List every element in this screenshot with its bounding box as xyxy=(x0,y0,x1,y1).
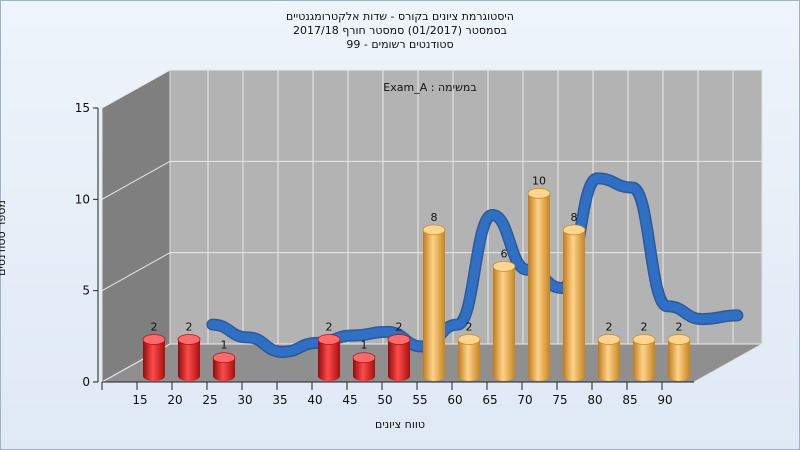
bar-body xyxy=(213,357,235,381)
bar-top xyxy=(212,352,236,364)
bar-body xyxy=(143,339,165,381)
bar-45 xyxy=(352,352,376,381)
trend-curve xyxy=(207,173,742,357)
bar-20 xyxy=(177,334,201,381)
x-tick-label: 60 xyxy=(447,393,462,407)
bar-top xyxy=(142,334,166,345)
bar-top xyxy=(632,334,656,345)
bar-body xyxy=(423,229,445,381)
bar-value-label: 2 xyxy=(396,320,403,333)
x-tick-label: 75 xyxy=(552,393,567,407)
bar-body xyxy=(633,339,655,381)
bar-40 xyxy=(317,334,341,381)
bar-value-label: 10 xyxy=(532,174,546,187)
bar-body xyxy=(563,229,585,381)
x-tick-label: 85 xyxy=(622,393,637,407)
x-tick-label: 15 xyxy=(132,393,147,407)
bar-60 xyxy=(457,334,481,381)
x-tick-label: 35 xyxy=(272,393,287,407)
chart-title-line-2: בסמסטר (01/2017) סמסטר חורף 2017/18 xyxy=(293,24,507,37)
grid-line-left xyxy=(101,160,171,200)
bar-top xyxy=(492,260,516,272)
bar-value-label: 2 xyxy=(606,320,613,333)
bar-top xyxy=(177,334,201,345)
bar-70 xyxy=(527,187,551,381)
bar-top xyxy=(317,334,341,345)
x-tick-label: 45 xyxy=(342,393,357,407)
x-tick-label: 20 xyxy=(167,393,182,407)
y-axis-label: מספר סטודנטים xyxy=(0,200,8,276)
bar-value-label: 8 xyxy=(431,211,438,224)
bar-value-label: 8 xyxy=(571,211,578,224)
bar-90 xyxy=(667,334,691,381)
x-tick-label: 25 xyxy=(202,393,217,407)
bar-body xyxy=(493,266,515,381)
x-tick-label: 80 xyxy=(587,393,602,407)
bar-value-label: 2 xyxy=(466,320,473,333)
bar-25 xyxy=(212,352,236,381)
bar-top xyxy=(597,334,621,345)
bar-value-label: 6 xyxy=(501,247,508,260)
x-tick-label: 65 xyxy=(482,393,497,407)
bar-value-label: 2 xyxy=(151,320,158,333)
bar-body xyxy=(668,339,690,381)
bar-value-label: 2 xyxy=(641,320,648,333)
bar-body xyxy=(458,339,480,381)
x-tick-label: 30 xyxy=(237,393,252,407)
bar-top xyxy=(457,334,481,345)
y-tick-label: 15 xyxy=(75,101,90,115)
y-tick-label: 10 xyxy=(75,192,90,206)
grid-line-left xyxy=(101,252,171,292)
bar-top xyxy=(387,334,411,345)
bar-value-label: 2 xyxy=(676,320,683,333)
chart-title-line-3: סטודנטים רשומים - 99 xyxy=(346,38,454,51)
bar-top xyxy=(527,187,551,199)
x-tick-label: 50 xyxy=(377,393,392,407)
bar-15 xyxy=(142,334,166,381)
x-axis-label: טווח ציונים xyxy=(375,418,425,431)
bar-value-label: 1 xyxy=(361,339,368,352)
bar-top xyxy=(667,334,691,345)
bar-value-label: 2 xyxy=(186,320,193,333)
grid-line-left xyxy=(101,69,171,109)
x-tick-label: 40 xyxy=(307,393,322,407)
bar-body xyxy=(528,193,550,381)
bar-top xyxy=(422,224,446,236)
bar-body xyxy=(318,339,340,381)
bar-body xyxy=(353,357,375,381)
x-tick-label: 90 xyxy=(657,393,672,407)
bar-85 xyxy=(632,334,656,381)
y-tick-label: 5 xyxy=(82,284,90,298)
bar-80 xyxy=(597,334,621,381)
x-tick-label: 55 xyxy=(412,393,427,407)
bar-50 xyxy=(387,334,411,381)
bar-55 xyxy=(422,224,446,381)
chart-title-line-1: היסטוגרמת ציונים בקורס - שדות אלקטרומגנט… xyxy=(286,10,514,23)
bar-value-label: 2 xyxy=(326,320,333,333)
bar-body xyxy=(598,339,620,381)
bar-top xyxy=(562,224,586,236)
bar-65 xyxy=(492,260,516,381)
bar-75 xyxy=(562,224,586,381)
assignment-annotation: במשימה : Exam_A xyxy=(383,81,477,94)
bar-body xyxy=(388,339,410,381)
bar-value-label: 1 xyxy=(221,339,228,352)
y-tick-label: 0 xyxy=(82,375,90,389)
x-tick-label: 70 xyxy=(517,393,532,407)
bar-top xyxy=(352,352,376,364)
bar-body xyxy=(178,339,200,381)
